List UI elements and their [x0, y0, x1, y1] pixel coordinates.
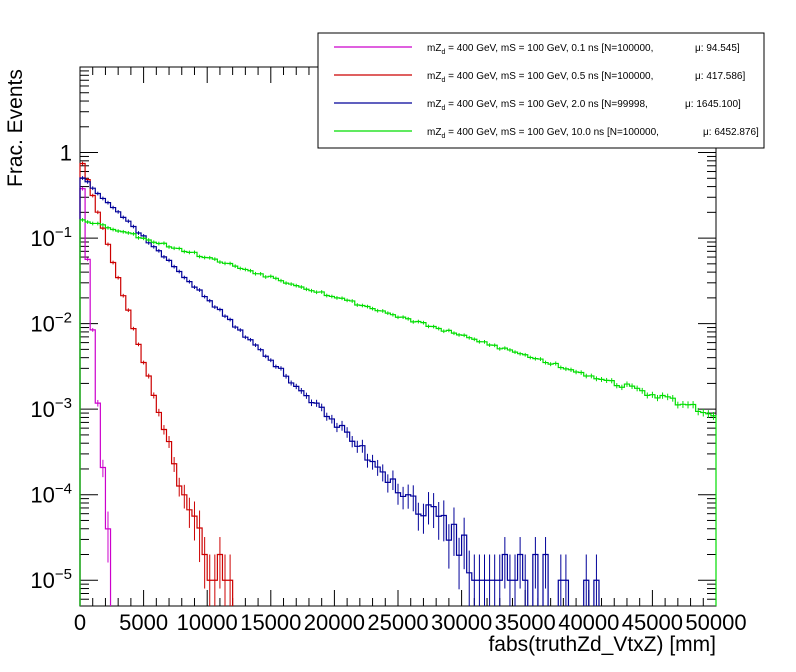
series-layer: [79, 161, 717, 606]
y-tick-label: 10−3: [30, 395, 72, 422]
legend-mean: μ: 1645.100]: [685, 99, 741, 110]
y-tick-label: 10−2: [30, 310, 72, 337]
x-tick-label: 10000: [177, 610, 238, 635]
legend-mean: μ: 94.545]: [695, 43, 740, 54]
x-tick-label: 15000: [240, 610, 301, 635]
y-tick-label: 10−1: [30, 224, 72, 251]
x-tick-label: 45000: [622, 610, 683, 635]
x-tick-label: 50000: [685, 610, 746, 635]
series-3: [79, 218, 717, 606]
x-tick-label: 30000: [431, 610, 492, 635]
y-tick-label: 1: [60, 141, 72, 166]
x-tick-label: 20000: [304, 610, 365, 635]
legend-box: [317, 32, 765, 149]
series-0: [79, 186, 112, 606]
series-2: [79, 176, 600, 606]
x-axis-title: fabs(truthZd_VtxZ) [mm]: [488, 633, 716, 656]
legend-mean: μ: 417.586]: [695, 71, 745, 82]
x-tick-label: 0: [74, 610, 86, 635]
y-tick-label: 10−4: [30, 481, 72, 508]
y-axis-title: Frac. Events: [4, 69, 27, 187]
legend-mean: μ: 6452.876]: [703, 127, 759, 138]
x-tick-label: 25000: [367, 610, 428, 635]
y-tick-label: 10−5: [30, 566, 72, 593]
series-line: [79, 177, 600, 606]
legend-label: mZd = 400 GeV, mS = 100 GeV, 0.1 ns [N=1…: [427, 43, 653, 56]
legend-label: mZd = 400 GeV, mS = 100 GeV, 10.0 ns [N=…: [427, 127, 659, 140]
series-line: [79, 188, 112, 606]
legend-label: mZd = 400 GeV, mS = 100 GeV, 2.0 ns [N=9…: [427, 99, 648, 112]
legend-label: mZd = 400 GeV, mS = 100 GeV, 0.5 ns [N=1…: [427, 71, 653, 84]
series-line: [79, 219, 717, 606]
series-line: [79, 162, 234, 606]
x-tick-label: 40000: [558, 610, 619, 635]
tick-labels: 0 5000 10000 15000 20000 25000 30000 35000 40000…: [30, 141, 746, 635]
series-1: [79, 161, 234, 606]
legend: mZd = 400 GeV, mS = 100 GeV, 0.1 ns [N=1…: [317, 32, 765, 149]
x-tick-label: 5000: [119, 610, 168, 635]
x-tick-label: 35000: [495, 610, 556, 635]
